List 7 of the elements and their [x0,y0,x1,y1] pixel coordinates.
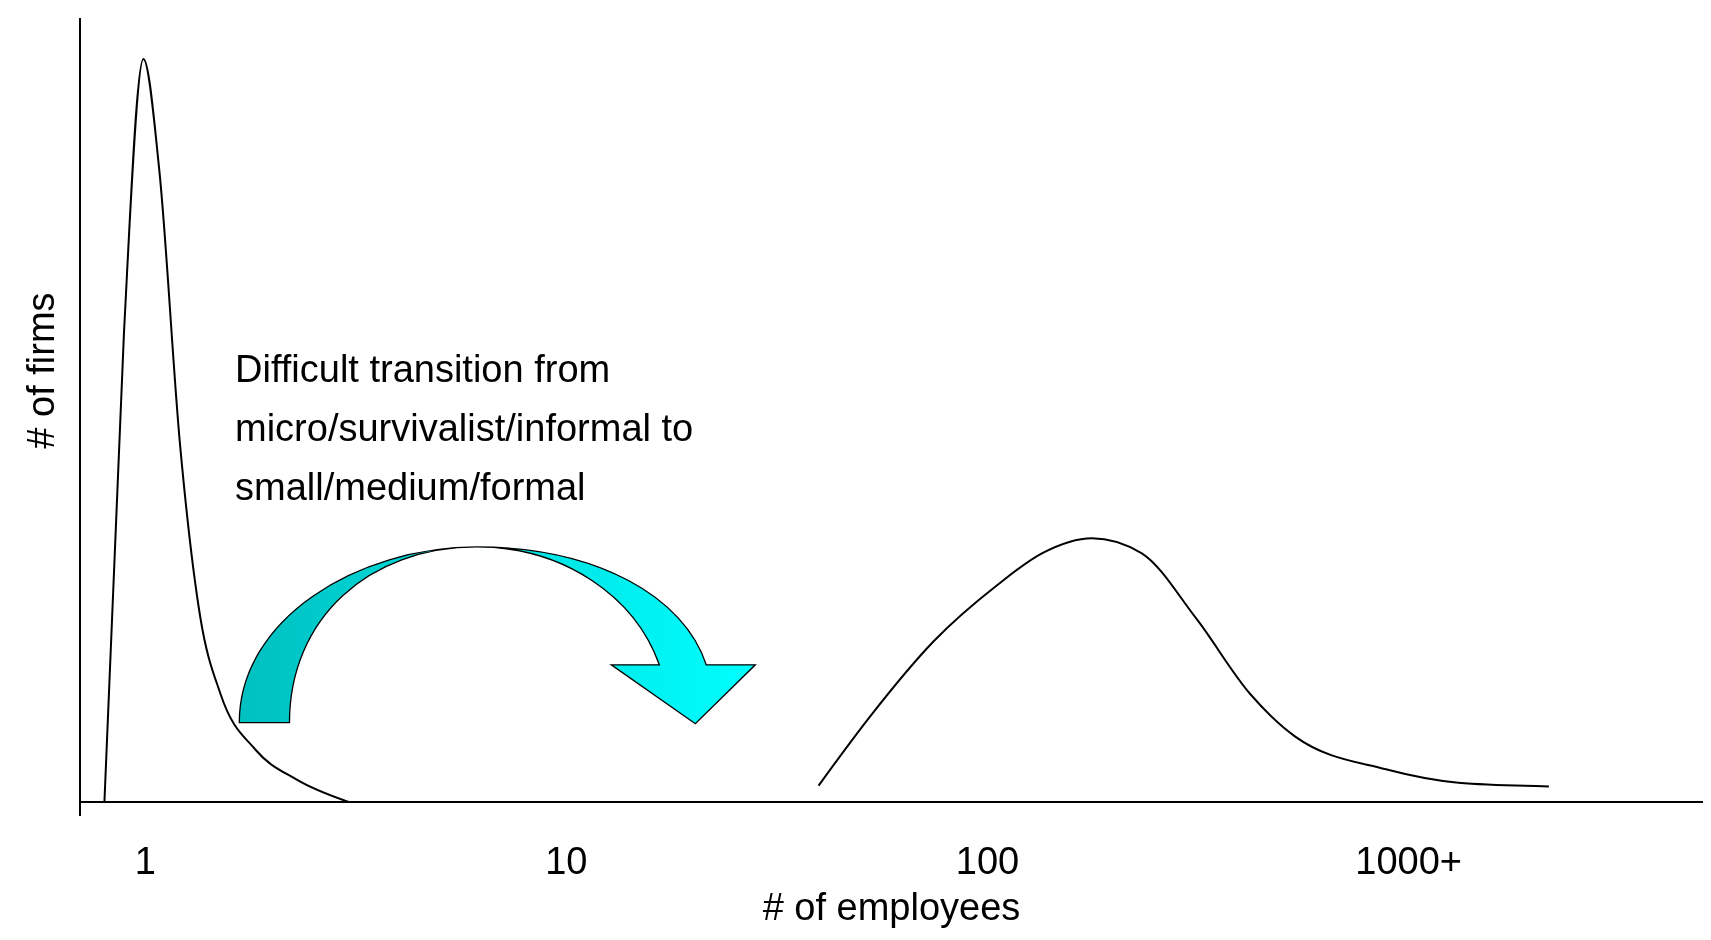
x-tick-label: 100 [955,840,1020,882]
x-tick-label: 10 [545,840,588,882]
x-tick-label: 1000+ [1355,840,1463,882]
x-axis-title: # of employees [762,886,1021,928]
x-tick-label: 1 [134,840,156,882]
annotation: Difficult transition from micro/survivalist/informal to small/medium/formal [235,348,694,508]
y-axis-title: # of firms [20,292,62,449]
